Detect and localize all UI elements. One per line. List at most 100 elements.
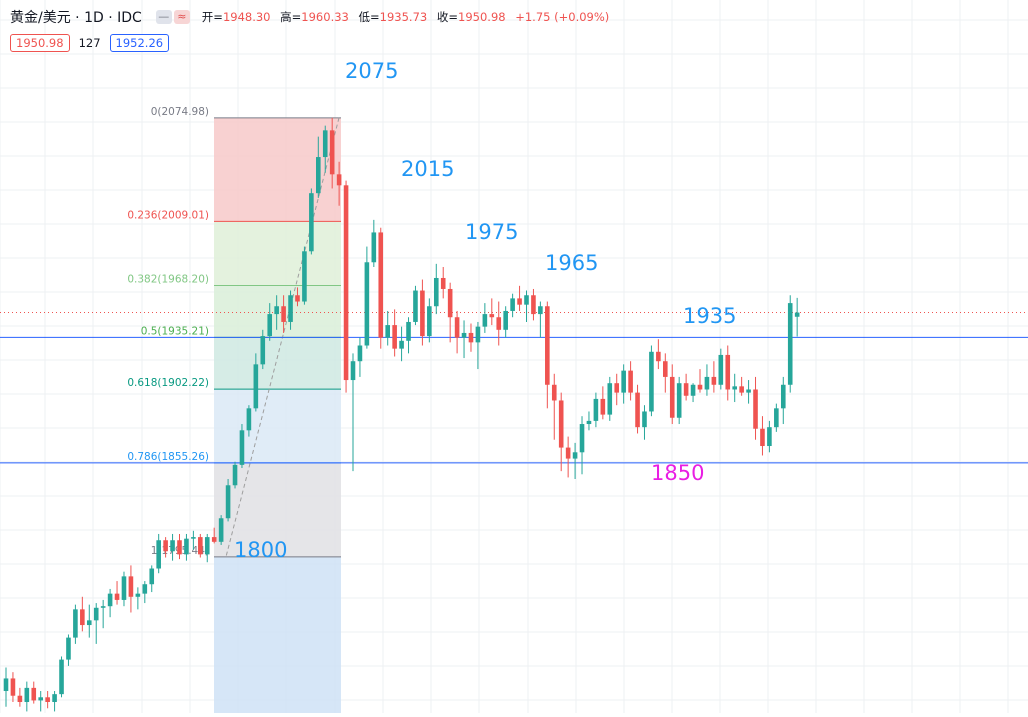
candle-body — [427, 306, 432, 337]
candle-body — [676, 383, 682, 418]
candle-body — [586, 420, 592, 425]
candle — [385, 310, 390, 346]
candle-body — [31, 687, 37, 701]
candle — [100, 599, 106, 629]
hide-button[interactable]: — — [155, 10, 172, 24]
candle-body — [690, 384, 696, 396]
candle — [794, 297, 800, 337]
fib-level-label: 0.786(1855.26) — [127, 451, 209, 463]
candle — [545, 301, 550, 409]
candle-body — [440, 277, 446, 289]
candle-body — [170, 540, 175, 552]
candle-body — [163, 540, 168, 552]
candle — [496, 301, 502, 346]
candle — [489, 298, 495, 326]
candle-body — [10, 678, 16, 696]
price-annotation: 1850 — [651, 461, 704, 485]
candle — [121, 571, 127, 607]
candle — [267, 303, 273, 341]
candle-body — [73, 609, 78, 638]
candle-body — [45, 697, 50, 703]
candle-body — [635, 392, 640, 428]
candle — [600, 386, 606, 420]
candle — [309, 188, 314, 255]
candle-body — [253, 364, 259, 409]
candle — [732, 373, 737, 403]
candle — [656, 339, 661, 370]
symbol-title[interactable]: 黄金/美元 · 1D · IDC — [10, 10, 142, 26]
candle — [246, 405, 252, 437]
candle-body — [413, 290, 418, 322]
candle — [413, 285, 418, 326]
candle-body — [697, 384, 703, 390]
candle-body — [794, 312, 800, 317]
candle — [274, 295, 279, 330]
candle-body — [482, 314, 488, 327]
bid-ask-quotes: 1950.98 127 1952.26 — [10, 34, 170, 52]
candle-body — [59, 659, 64, 695]
candle-body — [579, 424, 585, 453]
candle-body — [107, 593, 113, 607]
candle-body — [357, 345, 363, 362]
candle-body — [281, 306, 286, 322]
candle-body — [725, 354, 731, 390]
candle — [635, 384, 640, 434]
candle-body — [531, 295, 536, 315]
candle — [218, 515, 224, 545]
candle — [461, 320, 467, 359]
candle-body — [364, 262, 370, 346]
candle-body — [135, 593, 141, 597]
candle-body — [100, 606, 106, 608]
candle — [510, 293, 515, 318]
candle-body — [316, 157, 321, 194]
candle — [572, 442, 578, 479]
candle — [232, 461, 238, 489]
candle — [787, 295, 793, 393]
candle-body — [517, 298, 522, 305]
candle-body — [121, 576, 127, 600]
candle — [538, 301, 543, 338]
candle — [135, 587, 141, 610]
candle-body — [260, 336, 266, 365]
candle-body — [392, 325, 397, 349]
fib-level-label: 0.382(1968.20) — [127, 274, 209, 286]
chart-header: 黄金/美元 · 1D · IDC — ≈ 开=1948.30 高=1960.33… — [10, 6, 615, 28]
candle-body — [572, 452, 578, 459]
candle — [149, 565, 155, 593]
ask-price[interactable]: 1952.26 — [109, 34, 170, 52]
price-annotation: 1935 — [683, 304, 736, 328]
price-annotation: 2015 — [401, 157, 454, 181]
candle-body — [420, 290, 425, 337]
candle-body — [329, 130, 335, 175]
candle — [114, 581, 120, 605]
compare-button[interactable]: ≈ — [173, 10, 190, 24]
candle — [531, 288, 536, 321]
candle — [31, 681, 37, 704]
candle — [17, 687, 23, 707]
candle-body — [204, 537, 210, 555]
candle — [607, 376, 613, 421]
candle-body — [461, 332, 467, 338]
candle-body — [565, 447, 571, 459]
fib-zone — [214, 117, 341, 222]
fib-level-label: 0.5(1935.21) — [141, 325, 209, 337]
candle — [565, 436, 571, 478]
candle-body — [538, 306, 543, 315]
candle-body — [149, 568, 155, 585]
candle — [24, 681, 30, 712]
candle-body — [753, 389, 758, 429]
candle-body — [732, 386, 737, 390]
candle-body — [128, 576, 134, 597]
candle-body — [704, 376, 710, 390]
candle-body — [780, 384, 786, 409]
candle — [295, 287, 300, 307]
candle — [322, 125, 328, 173]
candle — [642, 405, 647, 440]
candle-body — [336, 174, 342, 186]
candle — [59, 656, 64, 698]
candle — [440, 266, 446, 299]
candle — [614, 373, 620, 406]
bid-price[interactable]: 1950.98 — [10, 34, 70, 52]
